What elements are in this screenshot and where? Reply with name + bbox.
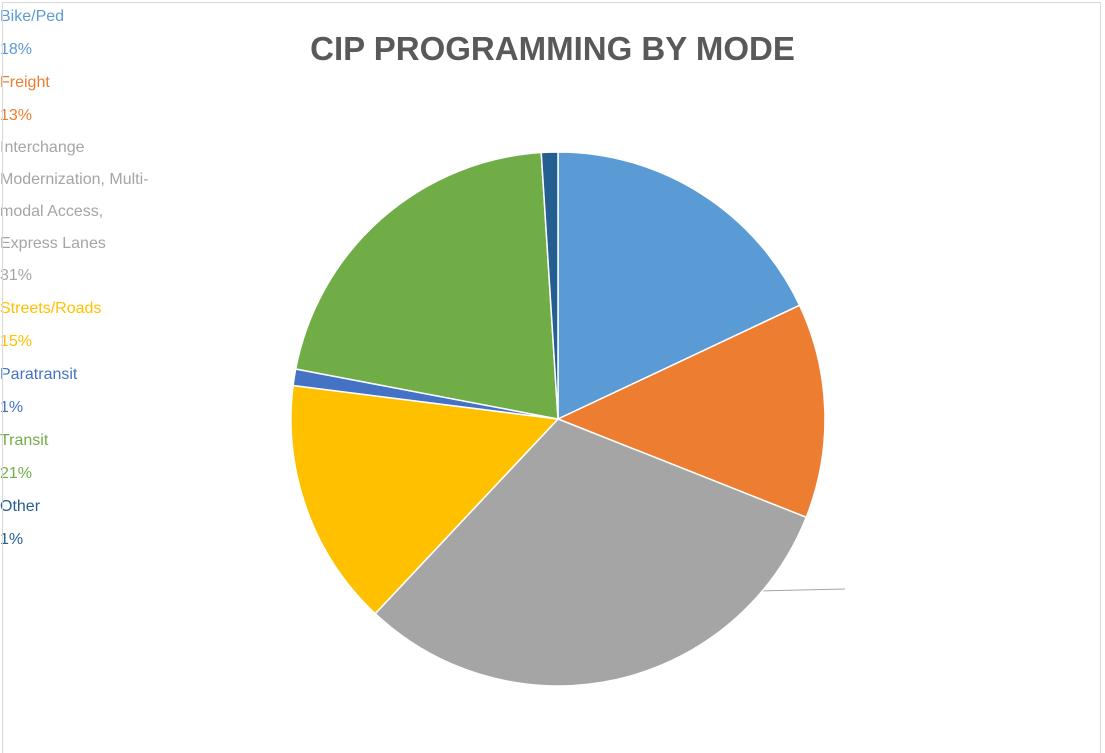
slice-label: Streets/Roads 15%: [0, 292, 1105, 358]
category-label: Freight: [0, 74, 50, 91]
category-label: Other: [0, 498, 41, 515]
value-label: 21%: [0, 465, 33, 482]
value-label: 18%: [0, 41, 33, 58]
value-label: 13%: [0, 107, 33, 124]
chart-title: CIP PROGRAMMING BY MODE: [310, 30, 795, 67]
slice-label: Interchange Modernization, Multi-modal A…: [0, 132, 150, 292]
category-label: Interchange Modernization, Multi-modal A…: [0, 139, 149, 252]
pie-slice: [540, 151, 559, 420]
category-label: Streets/Roads: [0, 300, 102, 317]
value-label: 31%: [0, 267, 33, 284]
pie-slice: [556, 304, 826, 519]
slice-label: Paratransit 1%: [0, 358, 1105, 424]
category-label: Transit: [0, 432, 49, 449]
value-label: 15%: [0, 333, 33, 350]
category-label: Bike/Ped: [0, 8, 65, 25]
slice-label: Bike/Ped 18%: [0, 0, 1105, 66]
value-label: 1%: [0, 531, 24, 548]
pie-slice: [290, 384, 560, 615]
slice-label: Transit 21%: [0, 424, 1105, 490]
pie-slice: [374, 418, 808, 687]
slice-label: Freight 13%: [0, 66, 1105, 132]
pie-slice: [294, 151, 559, 420]
slice-label: Other 1%: [0, 490, 1105, 556]
value-label: 1%: [0, 399, 24, 416]
pie-slice: [557, 151, 801, 421]
category-label: Paratransit: [0, 366, 78, 383]
